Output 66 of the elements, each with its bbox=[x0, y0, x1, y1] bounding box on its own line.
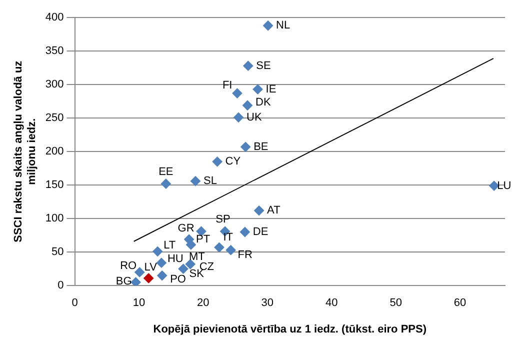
point bbox=[190, 176, 200, 186]
point bbox=[130, 277, 141, 286]
annotation: UK bbox=[246, 111, 262, 124]
annotation: LV bbox=[144, 261, 158, 274]
y-tick-label: 150 bbox=[45, 179, 64, 192]
y-tick-label: 250 bbox=[45, 112, 64, 124]
point bbox=[152, 246, 163, 256]
y-tick-label: 0 bbox=[58, 280, 64, 292]
y-tick-label: 350 bbox=[45, 45, 64, 58]
annotation: CY bbox=[225, 156, 242, 168]
annotation: AT bbox=[267, 204, 281, 217]
x-tick-label: 20 bbox=[197, 297, 210, 310]
point bbox=[252, 84, 263, 94]
annotation: PO bbox=[170, 274, 186, 286]
annotation: LT bbox=[164, 239, 176, 252]
annotation: MT bbox=[188, 250, 206, 263]
annotation: FR bbox=[238, 249, 253, 262]
point bbox=[160, 178, 171, 189]
annotation: LU bbox=[497, 180, 512, 192]
point bbox=[254, 206, 264, 216]
x-tick-label: 40 bbox=[325, 297, 338, 310]
annotation: DK bbox=[255, 96, 272, 108]
point bbox=[240, 142, 251, 152]
point bbox=[226, 245, 236, 256]
point bbox=[185, 259, 196, 270]
annotation: BE bbox=[254, 140, 268, 153]
y-tick-label: 200 bbox=[45, 146, 64, 158]
point bbox=[263, 20, 274, 31]
annotation: SL bbox=[203, 175, 217, 188]
point bbox=[214, 242, 224, 252]
x-axis-title: Kopējā pievienotā vērtība uz 1 iedz. (tūkst. eiro PPS) bbox=[153, 323, 427, 336]
x-tick-label: 60 bbox=[454, 297, 466, 310]
x-tick-label: 10 bbox=[132, 297, 146, 310]
annotation: EE bbox=[158, 166, 174, 178]
point bbox=[234, 112, 244, 122]
y-tick-label: 50 bbox=[52, 246, 64, 258]
annotation: IE bbox=[266, 83, 276, 96]
annotation: SE bbox=[256, 60, 271, 72]
y-tick-label: 400 bbox=[45, 12, 64, 24]
annotation: RO bbox=[120, 260, 138, 272]
point bbox=[243, 60, 254, 71]
point bbox=[186, 240, 196, 250]
x-tick-label: 50 bbox=[390, 297, 402, 310]
x-tick-label: 0 bbox=[72, 297, 78, 310]
annotation: BG bbox=[116, 275, 132, 288]
point bbox=[232, 88, 242, 98]
annotation: PT bbox=[196, 233, 210, 246]
point bbox=[212, 156, 222, 167]
annotation: SP bbox=[216, 213, 230, 226]
annotation: DE bbox=[252, 226, 268, 238]
y-tick-label: 300 bbox=[45, 78, 64, 91]
point bbox=[156, 258, 166, 268]
point bbox=[178, 264, 188, 274]
point bbox=[144, 273, 154, 284]
point bbox=[134, 267, 145, 278]
point bbox=[157, 270, 168, 281]
y-tick-label: 100 bbox=[45, 212, 64, 225]
annotation: HU bbox=[167, 252, 184, 265]
annotation: FI bbox=[222, 79, 232, 92]
point bbox=[242, 100, 252, 110]
point bbox=[240, 227, 250, 237]
annotation: GR bbox=[178, 222, 194, 234]
annotation: IT bbox=[223, 231, 234, 244]
annotation: NL bbox=[276, 20, 290, 32]
y-axis-title: SSCI rakstu skaits angļu valodā uz miljonu iedz. bbox=[12, 60, 38, 242]
x-tick-label: 30 bbox=[261, 297, 274, 310]
